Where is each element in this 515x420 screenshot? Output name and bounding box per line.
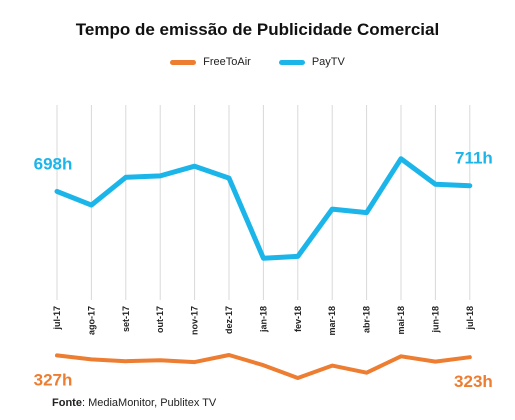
legend-label-paytv: PayTV bbox=[311, 56, 345, 68]
legend-swatch-freetoair bbox=[170, 59, 197, 65]
x-tick-label: mar-18 bbox=[327, 306, 337, 336]
legend-label-freetoair: FreeToAir bbox=[203, 56, 251, 68]
legend-entry-freetoair: FreeToAir bbox=[170, 56, 251, 68]
source-label: Fonte bbox=[52, 397, 82, 409]
x-tick-label: jul-18 bbox=[465, 306, 475, 331]
series-line-paytv bbox=[54, 156, 473, 261]
x-tick-label: dez-17 bbox=[224, 306, 234, 334]
data-label: 323h bbox=[454, 372, 493, 391]
x-tick-label: ago-17 bbox=[86, 306, 96, 335]
source-text: : MediaMonitor, Publitex TV bbox=[81, 397, 217, 409]
data-label: 698h bbox=[34, 154, 73, 173]
chart-title: Tempo de emissão de Publicidade Comercia… bbox=[75, 20, 440, 39]
series-line-freetoair bbox=[55, 353, 472, 380]
legend-entry-paytv: PayTV bbox=[278, 56, 345, 68]
x-tick-label: jul-17 bbox=[52, 306, 62, 331]
x-tick-label: set-17 bbox=[121, 306, 131, 332]
legend-swatch-paytv bbox=[278, 59, 305, 65]
x-tick-label: out-17 bbox=[155, 306, 165, 333]
x-tick-label: fev-18 bbox=[293, 306, 303, 332]
x-tick-label: jan-18 bbox=[258, 306, 268, 333]
x-tick-label: abr-18 bbox=[362, 306, 372, 333]
x-tick-label: mai-18 bbox=[396, 306, 406, 335]
x-tick-label: jun-18 bbox=[430, 306, 440, 334]
source-note: Fonte: MediaMonitor, Publitex TV bbox=[52, 397, 216, 409]
x-tick-label: nov-17 bbox=[190, 306, 200, 335]
data-label: 327h bbox=[34, 370, 73, 389]
data-label: 711h bbox=[455, 149, 493, 168]
chart-legend: FreeToAir PayTV bbox=[0, 56, 515, 68]
